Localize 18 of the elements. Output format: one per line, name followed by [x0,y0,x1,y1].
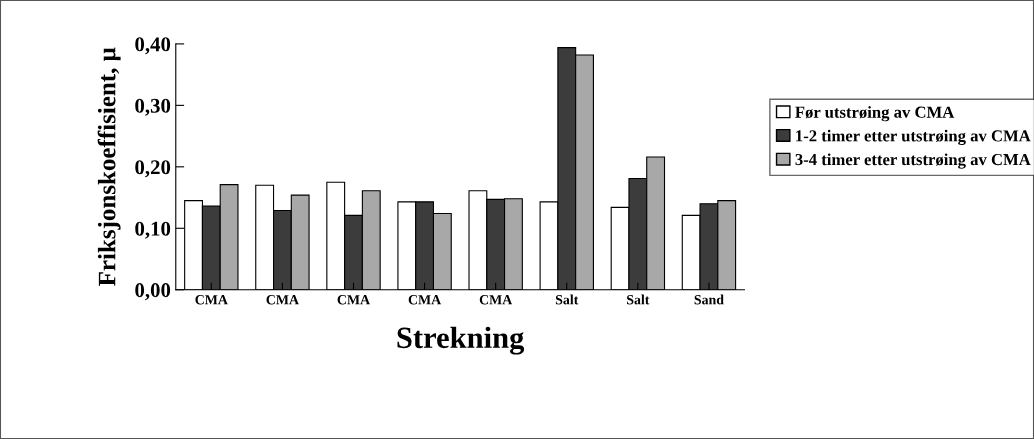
x-axis-title: Strekning [397,326,525,355]
x-tick-label: Salt [627,294,650,305]
x-tick-label: CMA [479,295,513,305]
x-tick-label: Sand [694,294,724,305]
y-tick-label: 0,20 [135,160,171,178]
y-tick-label: 0,10 [135,221,171,239]
y-axis-title: Friksjonskoeffisient, μ [97,47,121,286]
y-tick-label: 0,40 [135,37,171,55]
legend-label: 3-4 timer etter utstrøing av CMA [795,153,1031,169]
x-tick-label: CMA [266,295,299,305]
legend-label: Før utstrøing av CMA [795,106,955,122]
y-tick-label: 0,30 [135,98,171,116]
x-tick-label: Salt [555,294,579,305]
x-tick-label: CMA [337,295,370,305]
legend-label: 1-2 timer etter utstrøing av CMA [796,129,1031,145]
y-tick-label: 0,00 [135,283,171,301]
x-tick-label: CMA [195,295,228,305]
x-tick-label: CMA [408,295,442,305]
